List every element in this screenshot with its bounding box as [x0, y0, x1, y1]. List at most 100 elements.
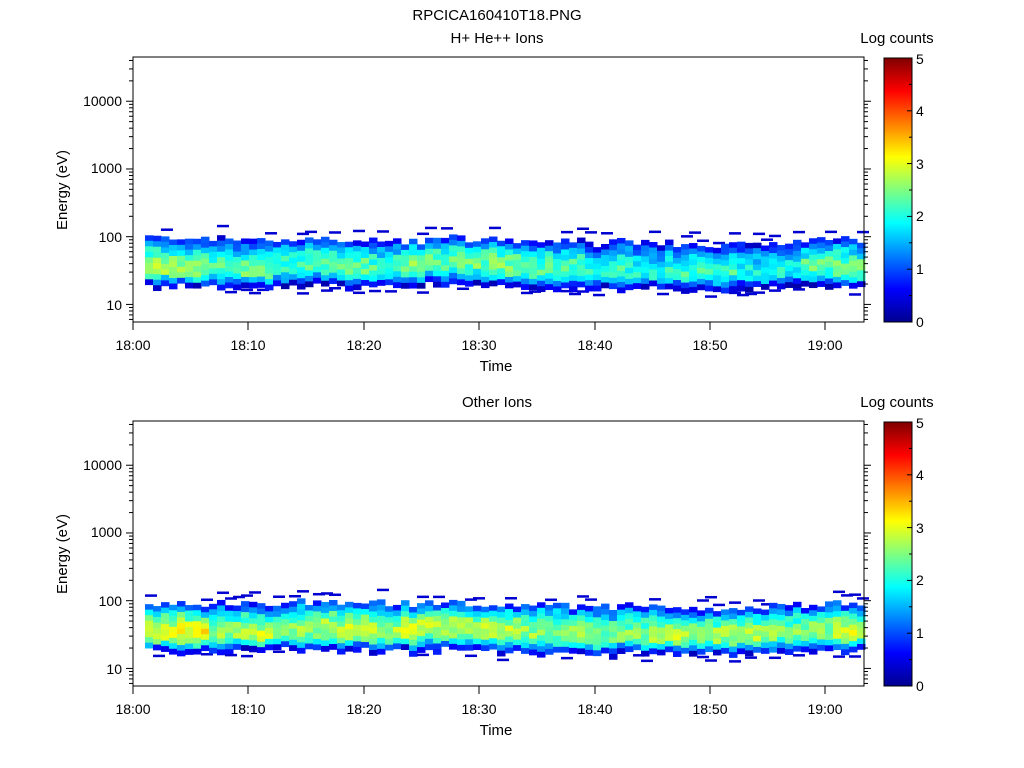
spectrogram-cell [633, 261, 642, 267]
spectrogram-cell [721, 631, 730, 638]
spectrogram-cell [553, 602, 562, 609]
spectrogram-cell [417, 625, 426, 631]
spectrogram-cell [201, 652, 213, 656]
colorbar-ticks [907, 57, 912, 323]
colorbar-tick-label: 3 [916, 156, 924, 172]
spectrogram-cell [329, 278, 338, 285]
spectrogram-cell [177, 272, 186, 279]
spectrogram-cell [457, 246, 466, 253]
spectrogram-cell [481, 606, 490, 613]
spectrogram-cell [857, 638, 866, 645]
spectrogram-cell [657, 267, 666, 274]
spectrogram-cell [313, 644, 322, 651]
spectrogram-cell [217, 643, 226, 650]
spectrogram-cell [233, 644, 242, 650]
spectrogram-cell [329, 616, 338, 623]
spectrogram-cell [841, 605, 850, 612]
spectrogram-cell [809, 243, 818, 250]
spectrogram-cell [489, 632, 498, 639]
spectrogram-cell [657, 272, 666, 279]
spectrogram-cell [481, 260, 490, 267]
spectrogram-cell [433, 605, 442, 611]
spectrogram-cell [393, 238, 402, 245]
spectrogram-cell [201, 612, 210, 619]
spectrogram-cell [449, 245, 458, 252]
spectrogram-cell [433, 595, 445, 599]
spectrogram-cell [265, 232, 277, 235]
spectrogram-cell [633, 627, 642, 634]
spectrogram-cell [649, 598, 661, 601]
spectrogram-cell [689, 265, 698, 271]
spectrogram-cell [617, 604, 626, 610]
spectrogram-cell [353, 613, 362, 620]
spectrogram-cell [857, 230, 869, 234]
spectrogram-cell [665, 618, 674, 625]
spectrogram-cell [321, 236, 330, 243]
spectrogram-cell [753, 613, 762, 620]
spectrogram-cell [721, 243, 730, 250]
spectrogram-cell [673, 258, 682, 264]
spectrogram-cell [649, 275, 658, 281]
spectrogram-cell [673, 607, 682, 613]
spectrogram-cell [449, 627, 458, 634]
spectrogram-cell [737, 626, 746, 633]
spectrogram-cell [777, 631, 786, 638]
spectrogram-cell [649, 247, 658, 254]
spectrogram-cell [417, 277, 426, 284]
spectrogram-cell [857, 253, 866, 260]
spectrogram-cell [265, 240, 274, 247]
spectrogram-cell [377, 615, 386, 622]
spectrogram-cell [225, 277, 234, 283]
spectrogram-cell [769, 247, 778, 254]
spectrogram-cell [505, 620, 514, 626]
spectrogram-cell [249, 282, 258, 289]
spectrogram-cell [505, 642, 514, 648]
spectrogram-cell [537, 253, 546, 260]
spectrogram-cell [809, 621, 818, 628]
spectrogram-cell [657, 261, 666, 268]
spectrogram-cell [457, 617, 466, 624]
spectrogram-cell [393, 615, 402, 622]
spectrogram-cell [825, 267, 834, 274]
spectrogram-cell [617, 637, 626, 643]
spectrogram-cell [281, 608, 290, 615]
spectrogram-cell [457, 633, 466, 640]
spectrogram-cell [689, 634, 698, 641]
spectrogram-cell [689, 645, 698, 652]
spectrogram-cell [673, 612, 682, 619]
spectrogram-cell [537, 618, 546, 625]
spectrogram-cell [721, 271, 730, 278]
spectrogram-cell [441, 276, 450, 283]
spectrogram-cell [369, 248, 378, 255]
spectrogram-cell [185, 605, 194, 611]
spectrogram-cell [337, 264, 346, 270]
spectrogram-cell [201, 639, 210, 646]
spectrogram-cell [841, 621, 850, 628]
spectrogram-cell [329, 627, 338, 634]
spectrogram-cell [833, 254, 842, 261]
spectrogram-cell [609, 620, 618, 627]
spectrogram-cell [353, 240, 362, 247]
spectrogram-cell [561, 249, 570, 256]
spectrogram-cell [193, 255, 202, 262]
spectrogram-cell [857, 643, 866, 650]
spectrogram-cell [353, 267, 362, 274]
spectrogram-cell [729, 630, 738, 636]
spectrogram-cell [393, 637, 402, 644]
spectrogram-cell [233, 633, 242, 639]
spectrogram-cell [265, 622, 274, 629]
spectrogram-cell [321, 269, 330, 276]
spectrogram-cell [217, 284, 226, 291]
spectrogram-cell [473, 597, 485, 600]
spectrogram-cell [481, 282, 490, 289]
spectrogram-cell [401, 638, 410, 645]
spectrogram-cell [377, 610, 386, 617]
spectrogram-cell [265, 284, 274, 291]
spectrogram-cell [713, 286, 722, 293]
spectrogram-cell [737, 615, 746, 622]
spectrogram-cell [369, 259, 378, 266]
spectrogram-cell [185, 632, 194, 639]
spectrogram-cell [241, 612, 250, 618]
spectrogram-cell [793, 278, 802, 285]
spectrogram-cell [489, 627, 498, 634]
